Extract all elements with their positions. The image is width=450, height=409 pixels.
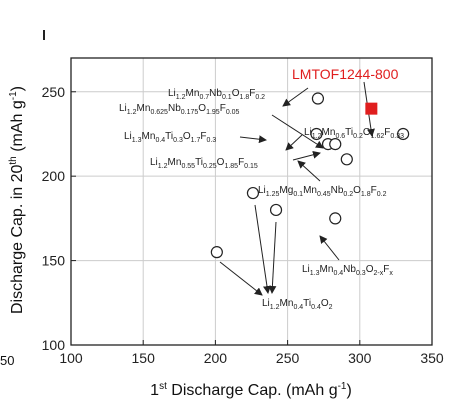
axis-ticks: 100 150 200 250 300 350 100 150 200 250 bbox=[42, 84, 444, 366]
x-axis-title: 1st Discharge Cap. (mAh g-1) bbox=[150, 381, 352, 399]
x-tick-label: 300 bbox=[348, 350, 372, 366]
annotation-LiMgMnNbOF: Li1.25Mg0.1Mn0.45Nb0.2O1.8F0.2 bbox=[258, 185, 387, 198]
arrow-LiMnNbOxF bbox=[319, 235, 340, 261]
scatter-point bbox=[210, 246, 223, 259]
x-tick-label: 200 bbox=[204, 350, 228, 366]
data-points bbox=[210, 92, 410, 259]
highlight-point bbox=[365, 102, 378, 115]
annotation-LiMnTiO: Li1.2Mn0.4Ti0.4O2 bbox=[262, 298, 333, 311]
y-tick-label: 200 bbox=[42, 168, 66, 184]
scatter-point bbox=[329, 138, 342, 151]
x-tick-label: 150 bbox=[132, 350, 156, 366]
grid-lines bbox=[71, 58, 432, 345]
annotation-LiMnNbOF-0.7: Li1.2Mn0.7Nb0.1O1.8F0.2 bbox=[168, 88, 265, 101]
x-tick-label: 250 bbox=[276, 350, 300, 366]
arrow-LiMnTiOF-0.3 bbox=[239, 135, 267, 144]
scatter-point bbox=[340, 153, 353, 166]
annotation-labels: LMTOF1244-800 Li1.2Mn0.7Nb0.1O1.8F0.2 Li… bbox=[119, 66, 404, 311]
arrow-LiMnTiO-1 bbox=[219, 261, 263, 296]
annotation-LiMnNbOxF: Li1.3Mn0.4Nb0.3O2-xFx bbox=[302, 264, 393, 277]
x-tick-label: 100 bbox=[59, 350, 83, 366]
annotation-LiMnNbOF-0.625: Li1.2Mn0.625Nb0.175O1.95F0.05 bbox=[119, 103, 240, 116]
scatter-point bbox=[397, 127, 410, 141]
arrow-LiMnNbOF-0.625 bbox=[271, 114, 324, 149]
y-tick-label: 100 bbox=[42, 337, 66, 353]
y-tick-label: 150 bbox=[42, 253, 66, 269]
scatter-point bbox=[329, 212, 342, 225]
arrow-LiMgMnNbOF bbox=[297, 160, 321, 182]
y-tick-label: 250 bbox=[42, 84, 66, 100]
annotation-lmtof1244: LMTOF1244-800 bbox=[292, 66, 399, 82]
arrow-LiMnTiO-2 bbox=[254, 204, 271, 294]
arrow-LiMnTiOF-0.55 bbox=[292, 150, 321, 161]
annotation-LiMnTiOF-0.3: Li1.3Mn0.4Ti0.3O1.7F0.3 bbox=[124, 131, 216, 144]
cropped-tick-label: 50 bbox=[0, 353, 14, 368]
arrow-LiMnNbOF-0.7 bbox=[282, 87, 309, 107]
y-axis-title: Discharge Cap. in 20th (mAh g-1) bbox=[8, 86, 26, 314]
x-tick-label: 350 bbox=[420, 350, 444, 366]
arrow-LiMnTiOF-0.6 bbox=[285, 134, 303, 151]
arrow-LiMnTiO-3 bbox=[268, 221, 277, 294]
scatter-point bbox=[311, 92, 325, 105]
scatter-point bbox=[310, 127, 323, 141]
scatter-point bbox=[246, 186, 260, 200]
scatter-point bbox=[269, 203, 283, 217]
plot-frame bbox=[70, 57, 433, 346]
annotation-LiMnTiOF-0.55: Li1.2Mn0.55Ti0.25O1.85F0.15 bbox=[150, 157, 258, 170]
